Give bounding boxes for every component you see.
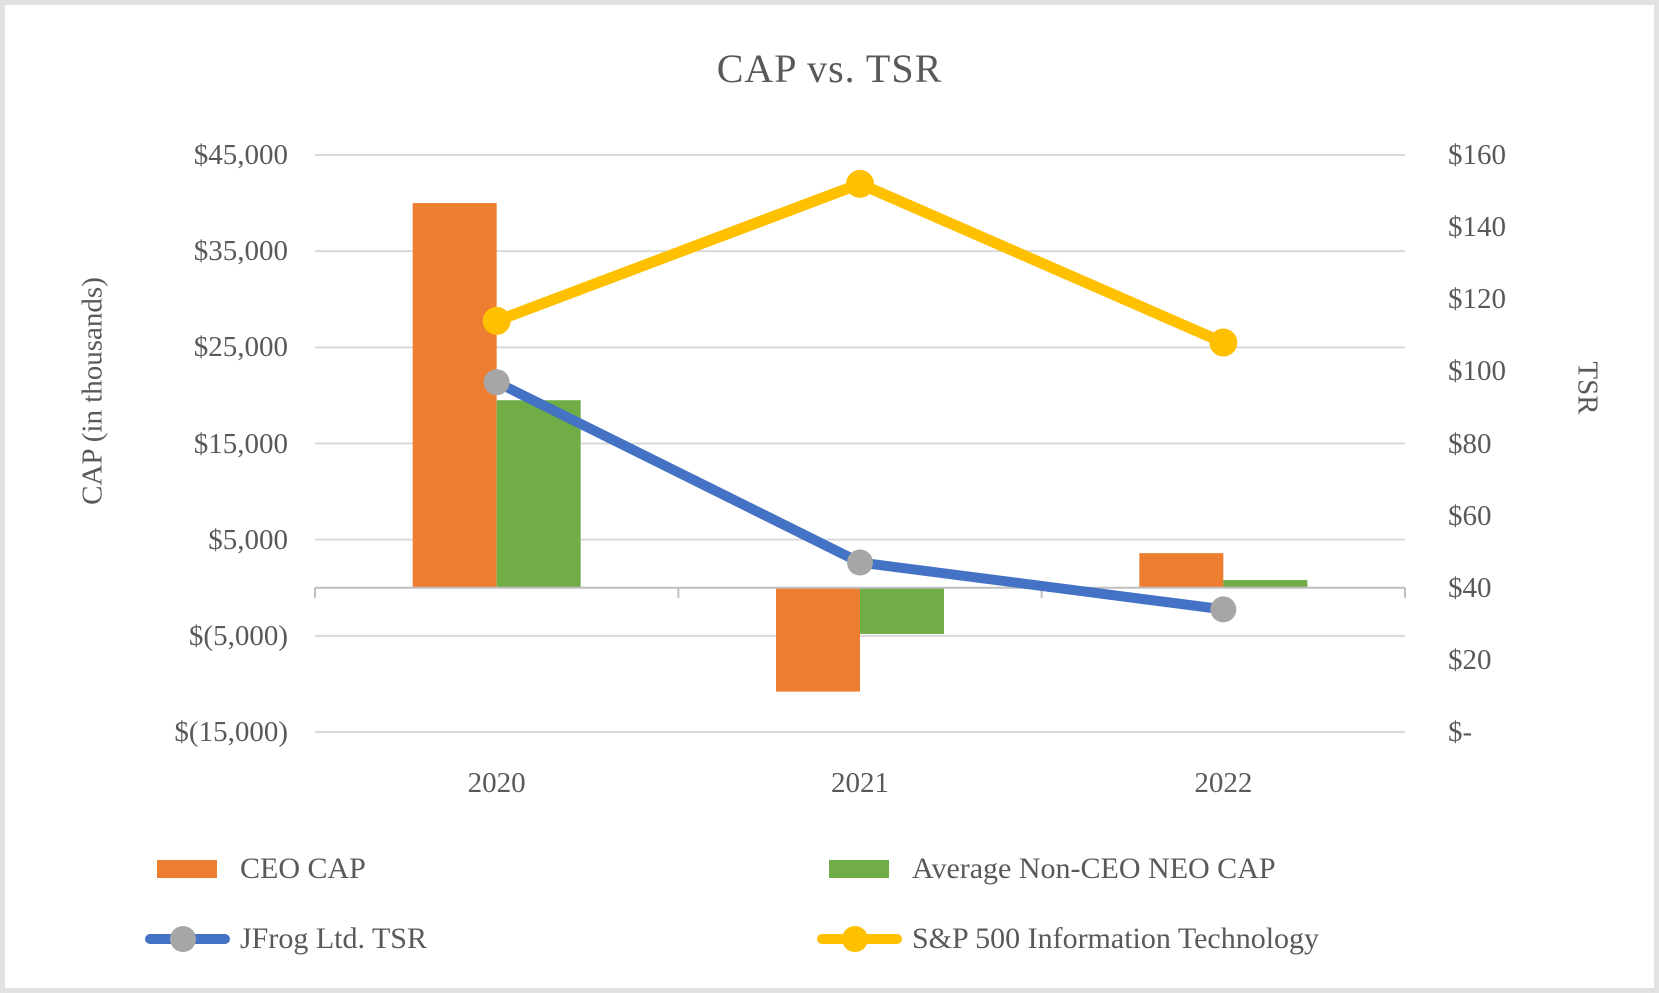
legend-label-jfrog-tsr: JFrog Ltd. TSR: [240, 922, 427, 955]
category-label: 2022: [1194, 767, 1253, 799]
jfrog-tsr-marker: [847, 549, 873, 576]
right-axis-tick-label: $120: [1448, 283, 1506, 316]
legend: CEO CAP Average Non-CEO NEO CAP JFrog Lt…: [145, 847, 1319, 961]
category-label: 2021: [831, 767, 889, 799]
left-axis-tick-label: $5,000: [208, 523, 288, 556]
avg-neo-cap-bar: [860, 587, 944, 634]
legend-label-sp500-it: S&P 500 Information Technology: [912, 922, 1320, 955]
right-axis-tick-label: $100: [1448, 355, 1506, 388]
plot-area: [314, 154, 1406, 733]
legend-item-ceo-cap: CEO CAP: [145, 847, 817, 891]
legend-item-jfrog-tsr: JFrog Ltd. TSR: [145, 917, 817, 961]
sp500-it-marker: [482, 306, 511, 335]
jfrog-tsr-marker: [483, 369, 510, 396]
sp500-it-marker: [1209, 328, 1238, 357]
sp500-it-marker: [846, 169, 874, 198]
left-axis-tick-label: $45,000: [193, 139, 288, 171]
legend-item-sp500-it: S&P 500 Information Technology: [817, 917, 1319, 961]
left-axis-tick-label: $15,000: [193, 427, 288, 460]
sp500-it-swatch: [817, 926, 902, 952]
right-axis-title: TSR: [1571, 361, 1604, 415]
avg-neo-cap-swatch: [817, 860, 902, 878]
left-axis-tick-label: $35,000: [193, 235, 288, 268]
ceo-cap-bar: [776, 587, 860, 692]
category-label: 2020: [467, 767, 526, 799]
ceo-cap-swatch: [145, 860, 230, 878]
right-axis-tick-label: $60: [1448, 499, 1492, 532]
ceo-cap-bar: [412, 203, 497, 588]
chart-title: CAP vs. TSR: [716, 46, 943, 91]
right-axis-tick-label: $40: [1448, 571, 1492, 604]
legend-label-ceo-cap: CEO CAP: [240, 852, 366, 885]
avg-neo-cap-bar: [1223, 580, 1308, 588]
jfrog-tsr-swatch: [145, 926, 230, 952]
right-axis-tick-label: $140: [1448, 211, 1506, 244]
right-axis-tick-label: $160: [1448, 139, 1506, 171]
right-axis-tick-label: $20: [1448, 643, 1492, 676]
sp500-it-line: [491, 178, 1229, 349]
legend-item-avg-neo-cap: Average Non-CEO NEO CAP: [817, 847, 1319, 891]
legend-label-avg-neo-cap: Average Non-CEO NEO CAP: [912, 852, 1276, 885]
left-axis-tick-label: $(15,000): [174, 716, 288, 748]
ceo-cap-bar: [1139, 553, 1224, 588]
left-axis-title: CAP (in thousands): [76, 277, 109, 505]
right-axis-tick-label: $80: [1448, 427, 1492, 460]
left-axis-tick-label: $25,000: [193, 331, 288, 364]
left-axis-tick-label: $(5,000): [188, 619, 288, 652]
jfrog-tsr-marker: [1210, 596, 1237, 623]
right-axis-tick-label: $-: [1448, 716, 1473, 748]
avg-neo-cap-bar: [496, 400, 581, 588]
